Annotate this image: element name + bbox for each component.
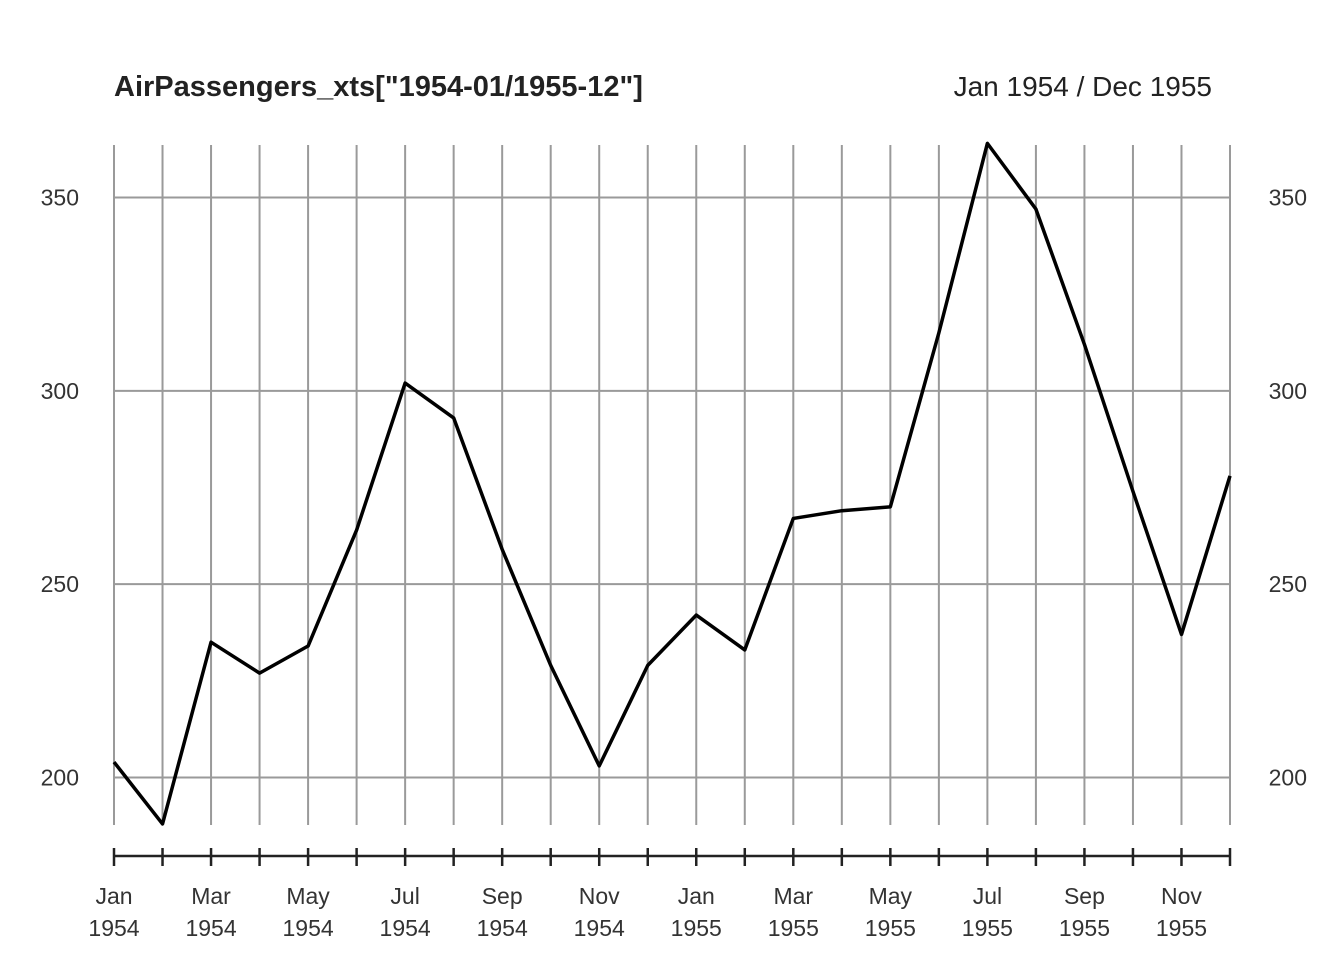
x-tick-label-month: Jul: [390, 883, 419, 909]
x-tick-label-year: 1955: [1059, 915, 1110, 941]
x-tick-label-month: Nov: [579, 883, 620, 909]
x-tick-label-month: Sep: [482, 883, 523, 909]
x-tick-label-month: Jan: [95, 883, 132, 909]
chart-title: AirPassengers_xts["1954-01/1955-12"]: [114, 71, 643, 103]
x-tick-label-year: 1954: [477, 915, 528, 941]
y-axis-left: 200 250 300 350: [41, 185, 79, 791]
x-tick-label-year: 1954: [380, 915, 431, 941]
series-line: [112, 141, 1232, 826]
x-tick-label-year: 1955: [962, 915, 1013, 941]
x-tick-label-year: 1954: [574, 915, 625, 941]
x-tick-label-month: Jul: [973, 883, 1002, 909]
y-tick-label-left: 200: [41, 765, 79, 791]
x-tick-label-month: Mar: [191, 883, 231, 909]
y-tick-label-left: 350: [41, 185, 79, 211]
series-layer: [112, 141, 1232, 826]
x-tick-label-year: 1955: [768, 915, 819, 941]
x-tick-label-year: 1954: [185, 915, 236, 941]
x-tick-label-year: 1955: [865, 915, 916, 941]
y-tick-label-right: 300: [1269, 378, 1307, 404]
x-tick-label-year: 1955: [1156, 915, 1207, 941]
x-tick-label-month: May: [286, 883, 330, 909]
x-axis: Jan 1954 Mar 1954 May 1954 Jul 1954 Sep 1954 Nov 19…: [88, 848, 1232, 941]
x-tick-label-month: Sep: [1064, 883, 1105, 909]
x-tick-label-month: Jan: [678, 883, 715, 909]
x-tick-label-month: May: [869, 883, 913, 909]
x-tick-label-year: 1954: [88, 915, 139, 941]
horizontal-gridlines: [114, 196, 1230, 779]
y-tick-label-left: 300: [41, 378, 79, 404]
y-tick-label-right: 250: [1269, 571, 1307, 597]
x-tick-label-year: 1954: [283, 915, 334, 941]
y-tick-label-left: 250: [41, 571, 79, 597]
x-tick-label-month: Mar: [773, 883, 813, 909]
vertical-gridlines: [113, 145, 1231, 825]
x-tick-label-month: Nov: [1161, 883, 1202, 909]
x-tick-label-year: 1955: [671, 915, 722, 941]
y-tick-label-right: 350: [1269, 185, 1307, 211]
date-range-label: Jan 1954 / Dec 1955: [954, 71, 1212, 102]
y-axis-right: 200 250 300 350: [1269, 185, 1307, 791]
y-tick-label-right: 200: [1269, 765, 1307, 791]
